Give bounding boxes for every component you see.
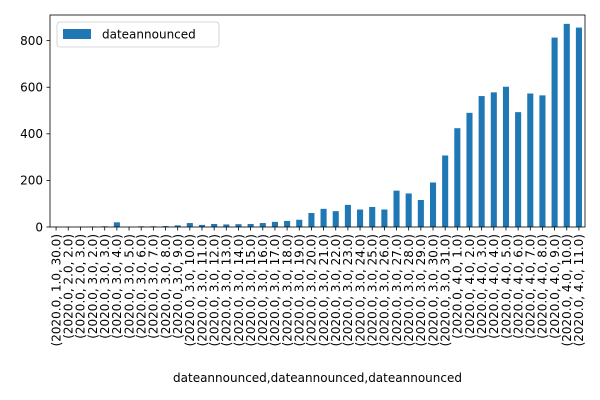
- legend: dateannounced: [56, 21, 220, 48]
- x-tick-label: (2020.0, 4.0, 11.0): [572, 234, 586, 346]
- x-tick-label: (2020.0, 3.0, 26.0): [378, 234, 392, 346]
- bar: [369, 206, 376, 227]
- bar: [539, 95, 546, 228]
- x-tick-label: (2020.0, 4.0, 5.0): [499, 234, 513, 339]
- x-tick-label: (2020.0, 3.0, 19.0): [293, 234, 307, 346]
- bar: [393, 190, 400, 227]
- x-tick-label: (2020.0, 3.0, 24.0): [353, 234, 367, 346]
- x-tick-label: (2020.0, 3.0, 16.0): [256, 234, 270, 346]
- bar: [174, 225, 181, 227]
- x-tick-label: (2020.0, 3.0, 28.0): [402, 234, 416, 346]
- x-axis-title: dateannounced,dateannounced,dateannounce…: [173, 371, 462, 385]
- bar: [502, 86, 510, 227]
- y-axis: 0 200 400 600 800: [20, 34, 50, 234]
- x-tick-label: (2020.0, 3.0, 6.0): [134, 234, 148, 339]
- legend-swatch: [63, 29, 91, 39]
- bar: [162, 226, 169, 227]
- legend-label: dateannounced: [102, 28, 196, 42]
- x-tick-label: (2020.0, 3.0, 15.0): [244, 234, 258, 346]
- bar: [332, 211, 339, 227]
- bar: [223, 224, 230, 227]
- bar: [211, 223, 218, 227]
- bar: [563, 23, 570, 227]
- x-tick-label: (2020.0, 4.0, 3.0): [475, 234, 489, 339]
- x-tick-label: (2020.0, 3.0, 25.0): [366, 234, 380, 346]
- bar: [515, 112, 522, 227]
- legend-box: [56, 21, 220, 48]
- x-tick-label: (2020.0, 3.0, 3.0): [98, 234, 112, 339]
- x-tick-label: (2020.0, 3.0, 5.0): [122, 234, 136, 339]
- x-tick-label: (2020.0, 3.0, 20.0): [305, 234, 319, 346]
- x-tick-label: (2020.0, 3.0, 22.0): [329, 234, 343, 346]
- bar: [466, 112, 473, 227]
- bar: [381, 209, 388, 227]
- x-tick-label: (2020.0, 1.0, 30.0): [49, 234, 63, 346]
- bar: [259, 223, 266, 227]
- bar: [247, 223, 254, 227]
- x-tick-label: (2020.0, 3.0, 11.0): [195, 234, 209, 346]
- x-tick-label: (2020.0, 3.0, 10.0): [183, 234, 197, 346]
- bar: [575, 27, 582, 227]
- x-tick-label: (2020.0, 2.0, 2.0): [62, 234, 76, 339]
- x-tick-label: (2020.0, 3.0, 27.0): [390, 234, 404, 346]
- x-tick-label: (2020.0, 4.0, 9.0): [548, 234, 562, 339]
- bar: [527, 93, 534, 227]
- bar: [551, 37, 558, 227]
- x-tick-label: (2020.0, 3.0, 12.0): [207, 234, 221, 346]
- bar: [490, 92, 497, 227]
- bar: [429, 182, 437, 227]
- bar: [296, 219, 303, 227]
- x-tick-label: (2020.0, 2.0, 3.0): [74, 234, 88, 339]
- x-tick-label: (2020.0, 4.0, 7.0): [524, 234, 538, 339]
- bar: [454, 128, 461, 227]
- y-tick-label: 0: [35, 220, 43, 234]
- bar: [405, 193, 412, 227]
- x-tick-label: (2020.0, 3.0, 13.0): [220, 234, 234, 346]
- y-tick-label: 800: [20, 34, 43, 48]
- x-tick-label: (2020.0, 4.0, 1.0): [451, 234, 465, 339]
- x-tick-label: (2020.0, 4.0, 6.0): [511, 234, 525, 339]
- x-tick-label: (2020.0, 3.0, 2.0): [86, 234, 100, 339]
- x-tick-label: (2020.0, 3.0, 23.0): [341, 234, 355, 346]
- x-tick-label: (2020.0, 4.0, 10.0): [560, 234, 574, 346]
- x-tick-label: (2020.0, 3.0, 7.0): [147, 234, 161, 339]
- x-tick-label: (2020.0, 3.0, 17.0): [268, 234, 282, 346]
- y-tick-label: 200: [20, 174, 43, 188]
- y-tick-label: 400: [20, 127, 43, 141]
- bar: [442, 155, 449, 227]
- bar: [344, 204, 351, 227]
- plot-frame: [49, 14, 586, 228]
- x-tick-label: (2020.0, 3.0, 9.0): [171, 234, 185, 339]
- bar: [284, 220, 291, 227]
- x-tick-label: (2020.0, 3.0, 18.0): [280, 234, 294, 346]
- x-tick-label: (2020.0, 3.0, 8.0): [159, 234, 173, 339]
- x-tick-label: (2020.0, 3.0, 14.0): [232, 234, 246, 346]
- bar: [113, 222, 120, 227]
- x-tick-label: (2020.0, 3.0, 4.0): [110, 234, 124, 339]
- y-tick-label: 600: [20, 81, 43, 95]
- x-tick-label: (2020.0, 3.0, 31.0): [438, 234, 452, 346]
- x-tick-label: (2020.0, 3.0, 21.0): [317, 234, 331, 346]
- bar: [198, 224, 206, 227]
- bar: [357, 209, 364, 227]
- bar: [186, 223, 193, 227]
- bar: [235, 224, 242, 227]
- bar: [271, 221, 278, 227]
- x-tick-label: (2020.0, 4.0, 4.0): [487, 234, 501, 339]
- x-tick-label: (2020.0, 3.0, 30.0): [426, 234, 440, 346]
- x-tick-label: (2020.0, 3.0, 29.0): [414, 234, 428, 346]
- x-axis: (2020.0, 1.0, 30.0)(2020.0, 2.0, 2.0)(20…: [49, 227, 586, 346]
- bar: [320, 208, 327, 227]
- bar: [478, 96, 485, 227]
- bars-group: [53, 23, 582, 228]
- x-tick-label: (2020.0, 4.0, 8.0): [536, 234, 550, 339]
- x-tick-label: (2020.0, 4.0, 2.0): [463, 234, 477, 339]
- bar: [308, 213, 315, 227]
- bar: [417, 199, 424, 227]
